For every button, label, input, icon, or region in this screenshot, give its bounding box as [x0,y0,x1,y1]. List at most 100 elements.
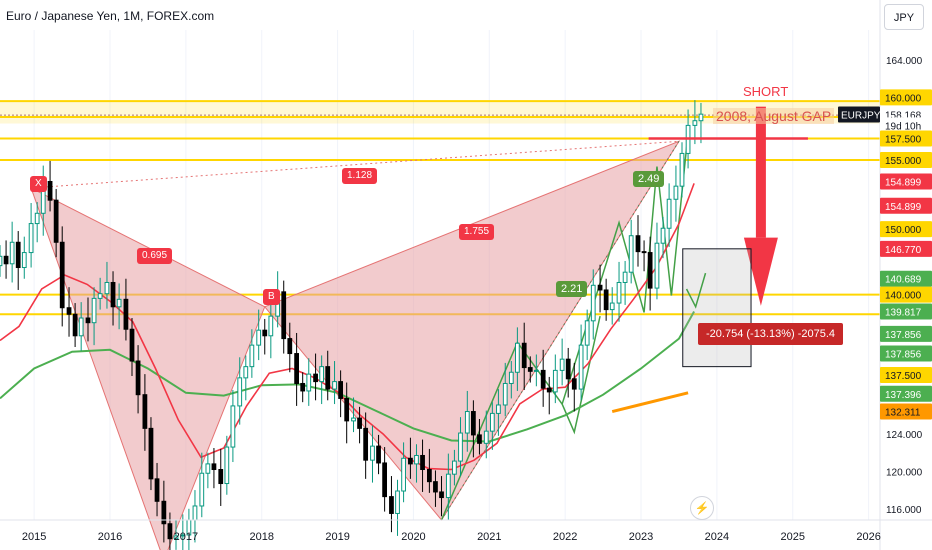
candle-body [34,212,40,225]
candle-body [224,446,230,485]
candle-body [306,373,312,392]
candle-body [59,241,65,309]
time-tick-label: 2026 [856,531,880,543]
ratio-label-green-2: 2.21 [556,281,588,297]
price-badge-label: 137.856 [885,350,922,361]
candle-body [673,185,679,200]
candle-body [508,371,514,384]
price-badge [880,173,932,190]
candle-body [590,284,596,322]
candle-body [319,366,325,383]
currency-button[interactable]: JPY [884,4,924,30]
candle-body [622,271,628,283]
candle-body [414,454,419,465]
drawings[interactable] [611,106,808,413]
candle-body [123,298,129,330]
lightning-icon[interactable]: ⚡ [690,496,714,520]
ma-slow-line [0,311,695,443]
candle-body [597,284,603,291]
price-badge-label: 154.899 [885,177,922,188]
gap-annotation: 2008, August GAP [713,108,835,124]
orange-support-line [611,391,689,413]
candle-body [3,255,9,265]
candle-body [389,496,394,514]
price-badge [880,303,932,320]
time-tick-label: 2025 [781,531,805,543]
candle-body [237,377,243,407]
ratio-label-bc: 1.755 [459,224,495,240]
price-tick-label: 124.000 [886,430,923,441]
price-badge-label: 146.770 [885,245,922,256]
candle-body [78,317,84,337]
candle-body [325,366,331,390]
candle-body [654,242,660,289]
time-tick-label: 2017 [174,531,198,543]
chart-title: Euro / Japanese Yen, 1M, FOREX.com [6,9,215,23]
candle-body [53,199,59,243]
candle-body [357,417,362,429]
candle-body [514,342,520,373]
candle-body [344,397,350,422]
price-badge-label: EURJPY [841,110,881,121]
candle-body [15,241,21,269]
candle-body [445,473,451,499]
candle-body [376,445,381,464]
time-tick-label: 2022 [553,531,577,543]
candle-body [199,472,205,507]
measure-box[interactable] [682,248,752,368]
price-badge-label: 160.000 [885,93,922,104]
price-badge [880,151,932,168]
price-badge [880,286,932,303]
candle-body [211,463,217,471]
candle-body [458,432,463,462]
green-hook-line [685,272,707,309]
candle-body [578,344,584,390]
price-badge-label: 137.500 [885,371,922,382]
candle-body [666,198,672,229]
candle-body [110,281,116,308]
ratio-label-green-1: 2.49 [633,171,665,187]
time-tick-label: 2021 [477,531,501,543]
candle-body [249,344,255,368]
time-axis[interactable]: 2015 2016 2017 2018 2019 2020 2021 2022 2023 2024… [0,519,932,543]
candle-body [565,358,571,380]
candle-body [609,302,615,311]
time-tick-label: 2018 [249,531,273,543]
pattern-xd-line [31,140,680,189]
candle-body [192,505,198,521]
candle-body [281,291,287,340]
time-tick-label: 2015 [22,531,46,543]
candle-body [584,320,590,346]
candle-body [116,298,122,308]
candle-body [382,462,388,498]
candle-body [439,491,444,499]
candle-body [85,317,91,324]
price-badge-label: 150.000 [885,225,922,236]
candle-body [464,411,470,434]
pattern-triangle-bcd[interactable] [263,140,681,521]
down-arrow-shaft [755,106,766,238]
candle-body [521,342,527,369]
price-axis[interactable]: 164.000 124.000 120.000 116.000 160.000 EURJP… [838,0,932,550]
candle-body [489,412,495,432]
candle-body [218,469,224,485]
candle-body [546,387,552,393]
candle-body [660,227,666,244]
pattern-label-x: X [30,176,47,192]
price-badge [880,197,932,214]
price-badge-label: 158.168 [885,110,922,121]
price-badge-label: 140.000 [885,291,922,302]
price-tick-label: 164.000 [886,56,923,67]
price-change-label: -20.754 (-13.13%) -2075.4 [698,323,844,345]
down-arrow-icon [743,237,778,306]
candles [0,100,704,550]
candle-body [0,255,3,267]
candle-body [66,307,72,315]
time-tick-label: 2024 [705,531,729,543]
price-badge-label: 140.689 [885,275,922,286]
candle-body [502,382,508,406]
candle-body [533,369,539,372]
candle-body [243,366,249,379]
